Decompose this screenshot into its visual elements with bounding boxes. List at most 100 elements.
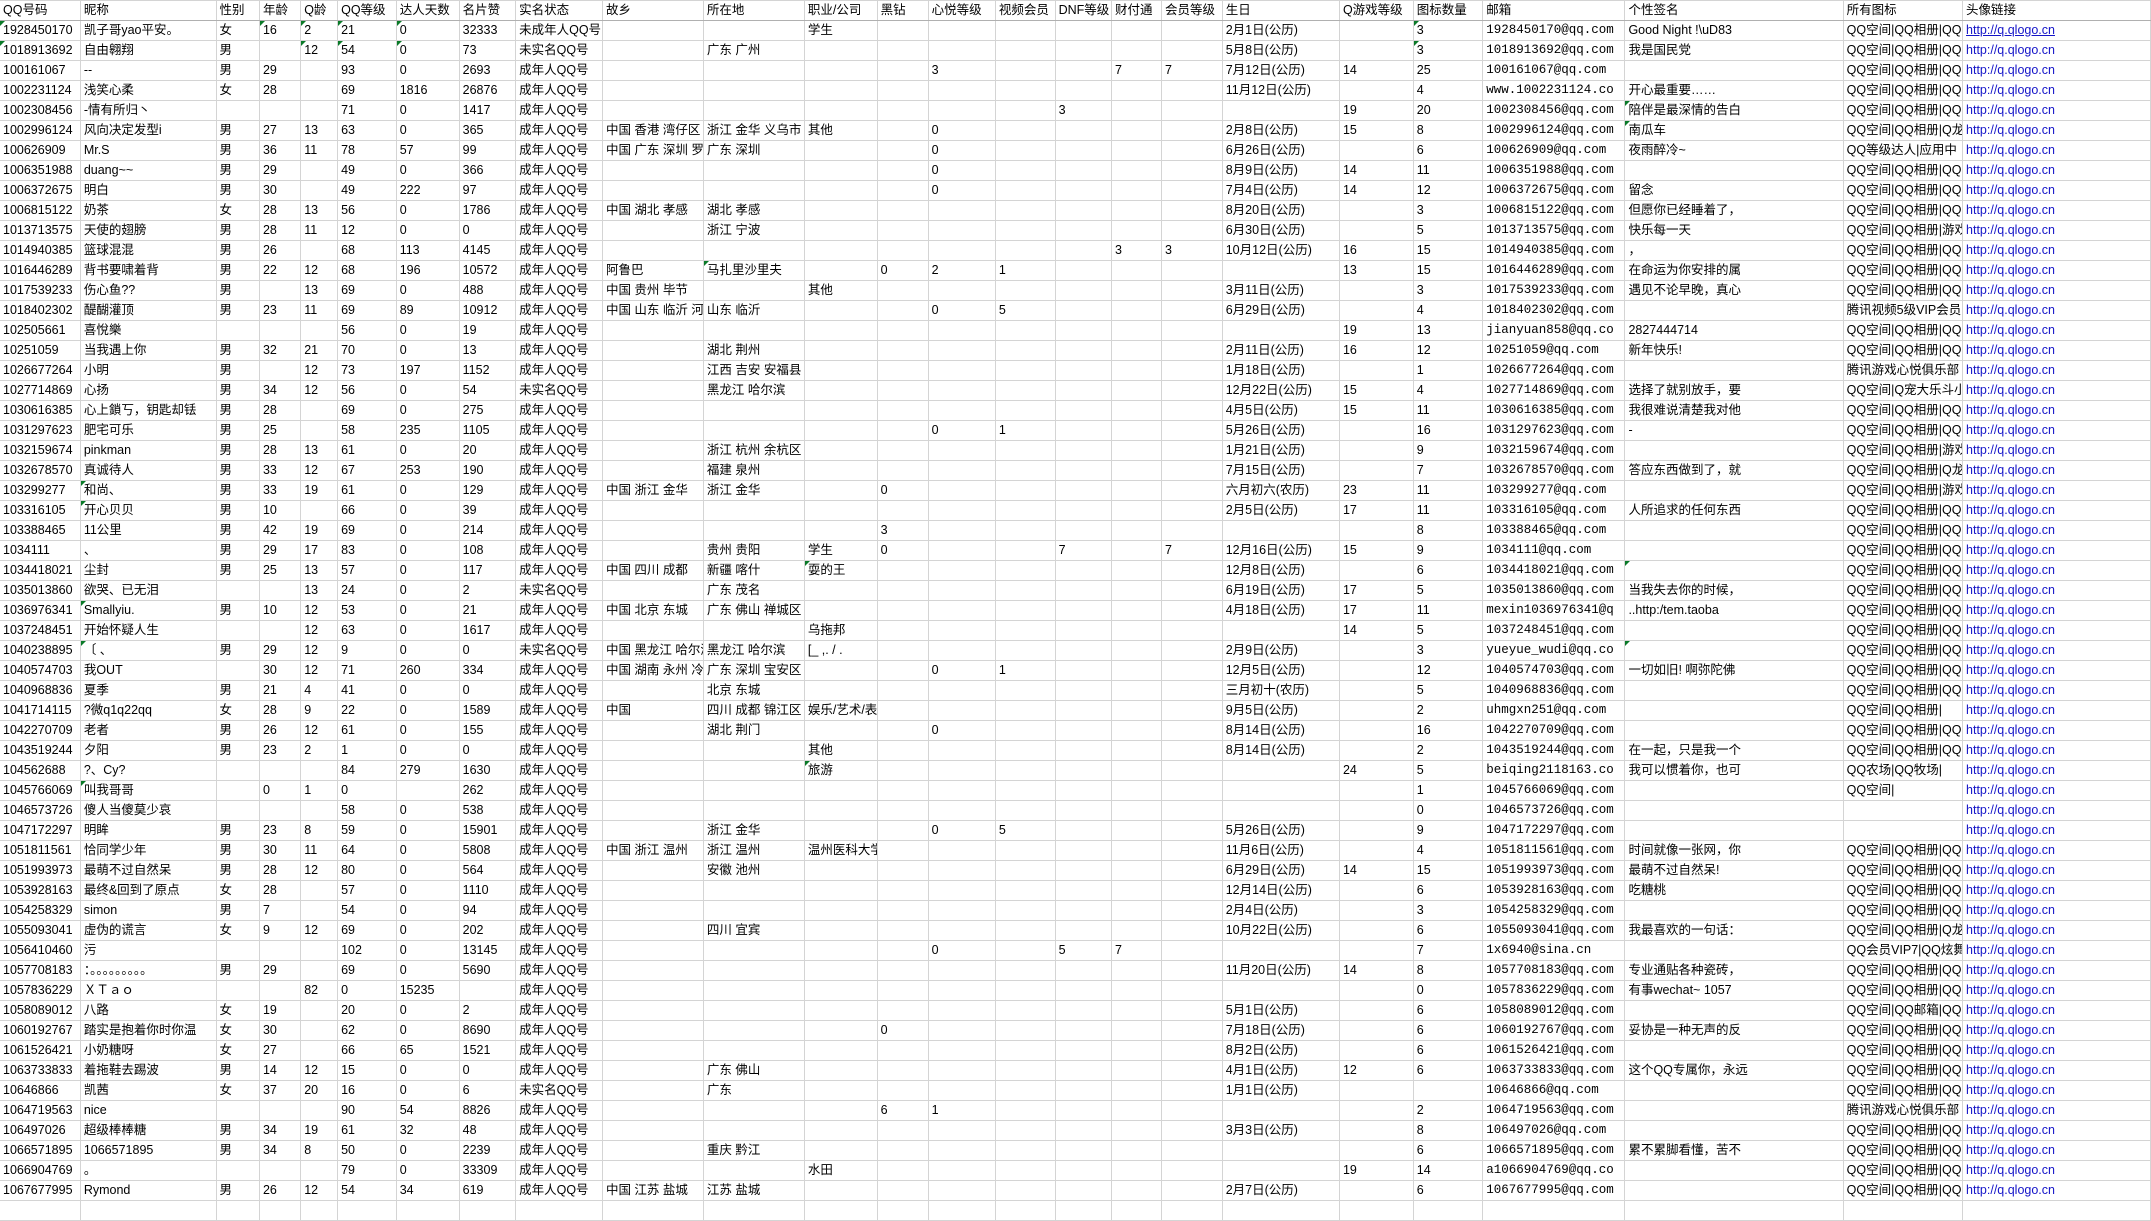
cell[interactable]: [1055, 60, 1113, 81]
cell[interactable]: [1111, 1020, 1162, 1041]
cell[interactable]: uhmgxn251@qq.com: [1482, 700, 1626, 721]
cell[interactable]: http://q.qlogo.cn: [1962, 1060, 2151, 1081]
cell[interactable]: 17: [1339, 500, 1414, 521]
cell[interactable]: 11: [300, 140, 339, 161]
cell[interactable]: 20: [459, 440, 517, 461]
cell[interactable]: http://q.qlogo.cn: [1962, 200, 2151, 221]
cell[interactable]: [995, 360, 1056, 381]
cell[interactable]: 0: [928, 140, 996, 161]
cell[interactable]: 79: [337, 1160, 397, 1181]
cell[interactable]: QQ空间|QQ相册|QQ: [1843, 960, 1964, 981]
cell[interactable]: [877, 500, 929, 521]
cell[interactable]: 男: [216, 1060, 260, 1081]
cell[interactable]: 成年人QQ号: [515, 840, 603, 861]
cell[interactable]: 11: [300, 220, 339, 241]
cell[interactable]: 背书要啸着背: [80, 260, 217, 281]
cell[interactable]: 58: [337, 800, 397, 821]
cell[interactable]: 32: [396, 1120, 460, 1141]
cell[interactable]: [1111, 800, 1162, 821]
cell[interactable]: [1339, 40, 1414, 61]
cell[interactable]: 遇见不论早晚，真心: [1624, 280, 1844, 301]
cell[interactable]: 醍醐灌顶: [80, 300, 217, 321]
cell[interactable]: 旅游: [804, 760, 878, 781]
cell[interactable]: 1040574703@qq.com: [1482, 660, 1626, 681]
cell[interactable]: [995, 60, 1056, 81]
cell[interactable]: 30: [259, 840, 302, 861]
cell[interactable]: [602, 860, 704, 881]
cell[interactable]: [1161, 320, 1223, 341]
cell[interactable]: [877, 800, 929, 821]
cell[interactable]: Smallyiu.: [80, 600, 217, 621]
cell[interactable]: [1624, 1160, 1844, 1181]
cell[interactable]: [995, 500, 1056, 521]
cell[interactable]: 66: [337, 1040, 397, 1061]
cell[interactable]: [995, 760, 1056, 781]
cell[interactable]: [602, 1000, 704, 1021]
cell[interactable]: [1055, 960, 1113, 981]
cell[interactable]: [1624, 1000, 1844, 1021]
cell[interactable]: [216, 1200, 260, 1221]
cell[interactable]: [703, 240, 805, 261]
cell[interactable]: 成年人QQ号: [515, 200, 603, 221]
cell[interactable]: http://q.qlogo.cn: [1962, 900, 2151, 921]
cell[interactable]: [877, 100, 929, 121]
cell[interactable]: [602, 880, 704, 901]
cell[interactable]: [259, 360, 302, 381]
cell[interactable]: [216, 1100, 260, 1121]
cell[interactable]: [703, 100, 805, 121]
cell[interactable]: 564: [459, 860, 517, 881]
cell[interactable]: 1063733833@qq.com: [1482, 1060, 1626, 1081]
cell[interactable]: 3: [1161, 240, 1223, 261]
cell[interactable]: [1161, 660, 1223, 681]
cell[interactable]: 0: [396, 860, 460, 881]
cell[interactable]: [1055, 1180, 1113, 1201]
cell[interactable]: 3: [1413, 280, 1484, 301]
cell[interactable]: [804, 980, 878, 1001]
cell[interactable]: [300, 180, 339, 201]
cell[interactable]: 。: [80, 1160, 217, 1181]
cell[interactable]: 1042270709: [0, 720, 81, 741]
cell[interactable]: 陪伴是最深情的告白: [1624, 100, 1844, 121]
cell[interactable]: [1339, 1040, 1414, 1061]
cell[interactable]: [1161, 500, 1223, 521]
cell[interactable]: 0: [396, 900, 460, 921]
cell[interactable]: [703, 420, 805, 441]
cell[interactable]: 62: [337, 1020, 397, 1041]
cell[interactable]: [1222, 620, 1340, 641]
cell[interactable]: 48: [459, 1120, 517, 1141]
cell[interactable]: 1002308456@qq.com: [1482, 100, 1626, 121]
cell[interactable]: 15: [337, 1060, 397, 1081]
cell[interactable]: 10912: [459, 300, 517, 321]
cell[interactable]: 男: [216, 560, 260, 581]
cell[interactable]: QQ空间|QQ相册|Q龙: [1843, 120, 1964, 141]
cell[interactable]: 5: [1413, 680, 1484, 701]
cell[interactable]: 0: [459, 680, 517, 701]
cell[interactable]: 8826: [459, 1100, 517, 1121]
cell[interactable]: 104562688: [0, 760, 81, 781]
cell[interactable]: 12月5日(公历): [1222, 660, 1340, 681]
cell[interactable]: [602, 960, 704, 981]
cell[interactable]: [1161, 800, 1223, 821]
cell[interactable]: [804, 380, 878, 401]
cell[interactable]: [602, 420, 704, 441]
cell[interactable]: 1057836229: [0, 980, 81, 1001]
cell[interactable]: 71: [337, 660, 397, 681]
cell[interactable]: [1111, 620, 1162, 641]
cell[interactable]: 三月初十(农历): [1222, 680, 1340, 701]
cell[interactable]: [703, 940, 805, 961]
cell[interactable]: [1161, 560, 1223, 581]
cell[interactable]: 94: [459, 900, 517, 921]
cell[interactable]: [877, 1080, 929, 1101]
cell[interactable]: 1110: [459, 880, 517, 901]
cell[interactable]: [1055, 1020, 1113, 1041]
cell[interactable]: 6: [1413, 1020, 1484, 1041]
cell[interactable]: 17: [300, 540, 339, 561]
cell[interactable]: [515, 1200, 603, 1221]
cell[interactable]: [602, 1160, 704, 1181]
cell[interactable]: 0: [396, 960, 460, 981]
column-header[interactable]: 实名状态: [515, 0, 603, 21]
cell[interactable]: http://q.qlogo.cn: [1962, 520, 2151, 541]
cell[interactable]: 8: [1413, 1120, 1484, 1141]
cell[interactable]: [1161, 600, 1223, 621]
